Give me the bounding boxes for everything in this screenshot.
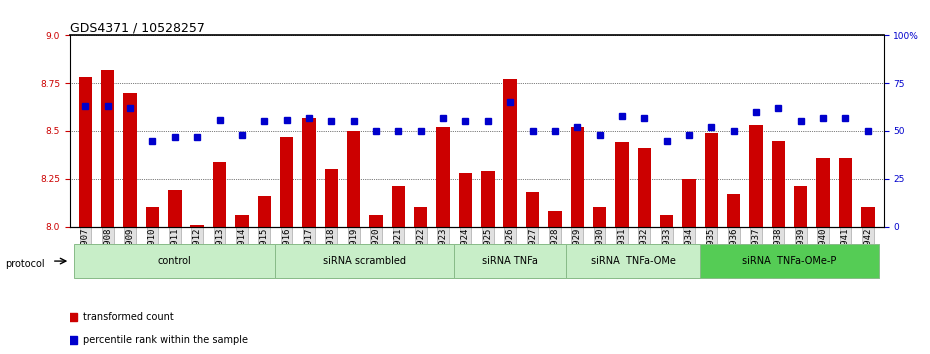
Bar <box>191 225 204 227</box>
Bar <box>683 179 696 227</box>
Bar <box>727 194 740 227</box>
FancyBboxPatch shape <box>700 244 879 278</box>
Bar <box>436 127 450 227</box>
Bar <box>861 207 874 227</box>
Bar <box>235 215 248 227</box>
Bar <box>839 158 852 227</box>
Bar <box>280 137 293 227</box>
FancyBboxPatch shape <box>566 244 700 278</box>
Bar <box>481 171 495 227</box>
Bar <box>146 207 159 227</box>
Text: control: control <box>158 256 192 266</box>
Bar <box>79 78 92 227</box>
FancyBboxPatch shape <box>74 244 275 278</box>
Bar <box>794 187 807 227</box>
Bar <box>258 196 271 227</box>
Bar <box>213 161 226 227</box>
Bar <box>168 190 181 227</box>
Bar <box>392 187 405 227</box>
Text: GDS4371 / 10528257: GDS4371 / 10528257 <box>70 21 205 34</box>
Bar <box>570 127 584 227</box>
Bar <box>817 158 830 227</box>
Bar <box>592 207 606 227</box>
Bar <box>525 192 539 227</box>
Bar <box>347 131 360 227</box>
Text: transformed count: transformed count <box>84 312 174 322</box>
Text: percentile rank within the sample: percentile rank within the sample <box>84 335 248 346</box>
Bar <box>124 93 137 227</box>
Bar <box>772 141 785 227</box>
Bar <box>705 133 718 227</box>
FancyBboxPatch shape <box>454 244 566 278</box>
Bar <box>101 70 114 227</box>
Text: siRNA  TNFa-OMe: siRNA TNFa-OMe <box>591 256 675 266</box>
Bar <box>660 215 673 227</box>
Bar <box>750 125 763 227</box>
Bar <box>369 215 383 227</box>
Bar <box>638 148 651 227</box>
Bar <box>458 173 472 227</box>
FancyBboxPatch shape <box>275 244 454 278</box>
Text: siRNA scrambled: siRNA scrambled <box>324 256 406 266</box>
Bar <box>414 207 428 227</box>
Bar <box>503 79 517 227</box>
Text: protocol: protocol <box>5 259 45 269</box>
Bar <box>325 169 338 227</box>
Text: siRNA TNFa: siRNA TNFa <box>483 256 538 266</box>
Bar <box>548 211 562 227</box>
Text: siRNA  TNFa-OMe-P: siRNA TNFa-OMe-P <box>742 256 837 266</box>
Bar <box>616 142 629 227</box>
Bar <box>302 118 315 227</box>
